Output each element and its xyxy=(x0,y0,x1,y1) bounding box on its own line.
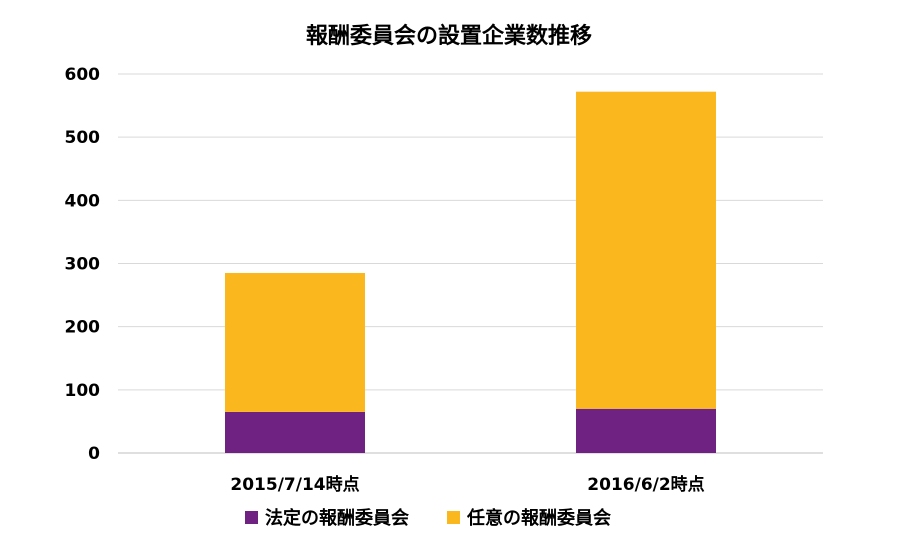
y-tick-label: 300 xyxy=(65,255,101,275)
legend: 法定の報酬委員会 任意の報酬委員会 xyxy=(245,507,611,529)
legend-label: 任意の報酬委員会 xyxy=(466,507,611,529)
legend-label: 法定の報酬委員会 xyxy=(265,507,409,529)
chart-title: 報酬委員会の設置企業数推移 xyxy=(306,23,592,49)
bar-segment xyxy=(576,408,716,453)
y-tick-label: 0 xyxy=(88,444,100,464)
bar-segment xyxy=(576,91,716,409)
x-category-label: 2015/7/14時点 xyxy=(230,474,359,495)
y-tick-label: 200 xyxy=(65,318,101,338)
gridlines xyxy=(118,73,823,454)
bar-segment xyxy=(225,411,365,453)
legend-swatch xyxy=(245,511,258,524)
y-axis: 0 100 200 300 400 500 600 xyxy=(65,65,101,464)
bars xyxy=(225,91,716,453)
legend-swatch xyxy=(447,511,460,524)
y-tick-label: 100 xyxy=(65,381,101,401)
y-tick-label: 500 xyxy=(65,128,101,148)
x-axis: 2015/7/14時点 2016/6/2時点 xyxy=(230,474,704,495)
x-category-label: 2016/6/2時点 xyxy=(587,474,704,495)
y-tick-label: 600 xyxy=(65,65,101,85)
y-tick-label: 400 xyxy=(65,191,101,211)
bar-segment xyxy=(225,272,365,412)
